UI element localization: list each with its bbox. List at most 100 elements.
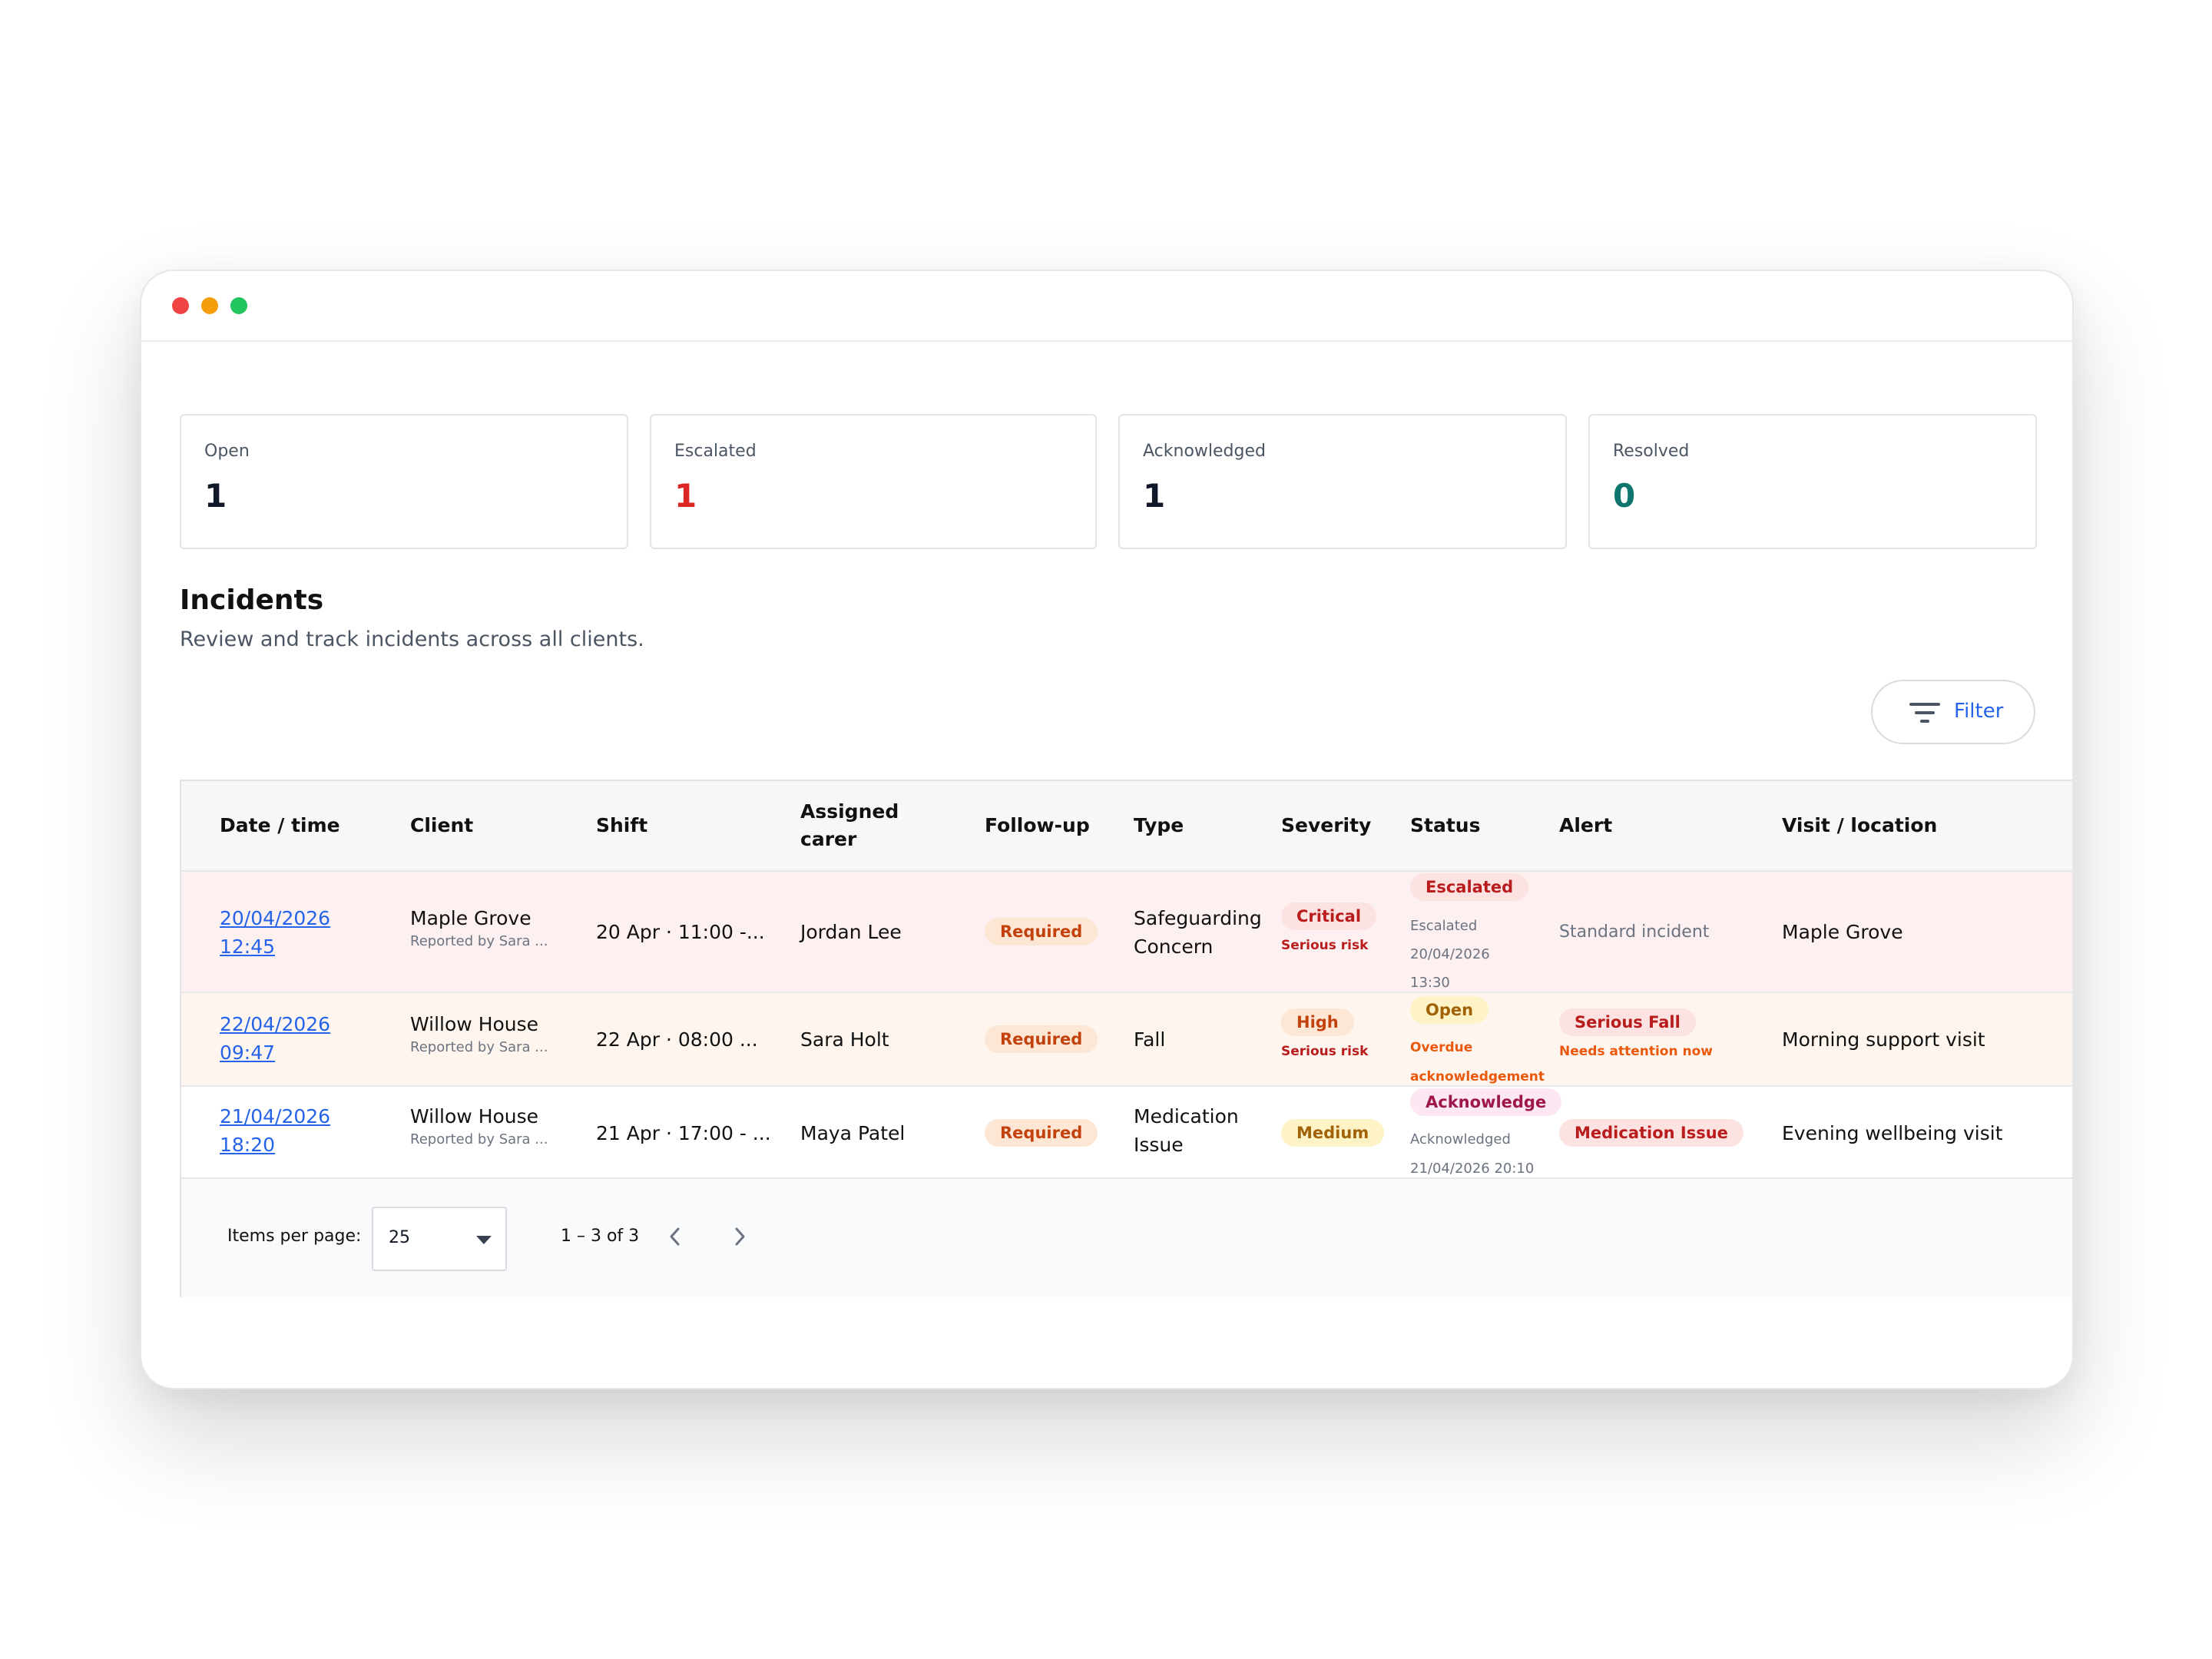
window-titlebar (141, 271, 2072, 342)
incidents-table: Date / time Client Shift Assigned carer … (180, 780, 2072, 1297)
filter-button-label: Filter (1954, 700, 2004, 723)
severity-note: Serious risk (1281, 938, 1369, 953)
status-notes: Acknowledged 21/04/2026 20:10 (1410, 1125, 1534, 1184)
incident-date: 20/04/2026 (220, 907, 331, 929)
table-header: Date / time Client Shift Assigned carer … (181, 781, 2072, 872)
carer-cell: Maya Patel (800, 1122, 906, 1144)
table-row[interactable]: 22/04/2026 09:47 Willow House Reported b… (181, 993, 2072, 1087)
type-line1: Safeguarding (1134, 907, 1262, 929)
column-header-followup[interactable]: Follow-up (985, 814, 1090, 836)
items-per-page-value: 25 (389, 1228, 410, 1247)
severity-badge: Medium (1281, 1119, 1385, 1147)
pagination-bar: Items per page: 25 1 – 3 of 3 (181, 1179, 2072, 1297)
column-header-status[interactable]: Status (1410, 814, 1481, 836)
column-header-carer-line2: carer (800, 828, 857, 850)
caret-down-icon (476, 1236, 492, 1244)
visit-cell: Morning support visit (1782, 1028, 1985, 1051)
stat-label: Acknowledged (1143, 442, 1266, 461)
stat-label: Resolved (1613, 442, 1690, 461)
stat-value: 0 (1613, 477, 1636, 515)
incident-time: 18:20 (220, 1134, 276, 1156)
stat-card-escalated: Escalated 1 (650, 414, 1097, 549)
followup-badge: Required (985, 1025, 1098, 1053)
type-cell: Safeguarding Concern (1134, 904, 1262, 961)
shift-cell: 20 Apr · 11:00 -... (596, 921, 765, 943)
stat-label: Escalated (674, 442, 757, 461)
status-note: Escalated (1410, 918, 1478, 934)
shift-cell: 22 Apr · 08:00 ... (596, 1028, 758, 1051)
app-window: Open 1 Escalated 1 Acknowledged 1 Resolv… (140, 270, 2074, 1389)
status-notes: Overdue acknowledgement (1410, 1033, 1545, 1091)
type-cell: Fall (1134, 1028, 1166, 1051)
carer-cell: Jordan Lee (800, 921, 902, 943)
column-header-visit[interactable]: Visit / location (1782, 814, 1938, 836)
carer-cell: Sara Holt (800, 1028, 889, 1051)
type-line1: Medication (1134, 1105, 1239, 1128)
severity-badge: Critical (1281, 902, 1377, 930)
status-badge: Escalated (1410, 873, 1529, 901)
filter-button[interactable]: Filter (1871, 680, 2035, 744)
column-header-carer[interactable]: Assigned carer (800, 798, 899, 853)
status-note: 20/04/2026 (1410, 946, 1490, 962)
column-header-alert[interactable]: Alert (1559, 814, 1613, 836)
page-subtitle: Review and track incidents across all cl… (180, 628, 644, 651)
status-note: Overdue (1410, 1040, 1473, 1055)
chevron-right-icon[interactable] (728, 1225, 751, 1248)
column-header-type[interactable]: Type (1134, 814, 1184, 836)
status-note: 13:30 (1410, 975, 1450, 991)
close-window-dot[interactable] (172, 297, 189, 314)
chevron-left-icon[interactable] (664, 1225, 687, 1248)
followup-badge: Required (985, 918, 1098, 945)
stat-value: 1 (1143, 477, 1166, 515)
visit-cell: Evening wellbeing visit (1782, 1122, 2003, 1144)
reporter-name: Reported by Sara ... (410, 1039, 548, 1055)
client-name: Willow House (410, 1105, 539, 1128)
client-cell: Maple Grove Reported by Sara ... (410, 904, 548, 951)
severity-note: Serious risk (1281, 1044, 1369, 1059)
column-header-carer-line1: Assigned (800, 800, 899, 823)
reporter-name: Reported by Sara ... (410, 1131, 548, 1147)
status-badge: Open (1410, 996, 1489, 1024)
table-row[interactable]: 21/04/2026 18:20 Willow House Reported b… (181, 1087, 2072, 1179)
type-line2: Concern (1134, 935, 1214, 958)
alert-badge: Serious Fall (1559, 1008, 1696, 1036)
reporter-name: Reported by Sara ... (410, 933, 548, 949)
page-title: Incidents (180, 584, 324, 616)
column-header-datetime[interactable]: Date / time (220, 814, 340, 836)
stat-card-acknowledged: Acknowledged 1 (1118, 414, 1567, 549)
incident-datetime-link[interactable]: 20/04/2026 12:45 (220, 904, 330, 961)
incident-datetime-link[interactable]: 21/04/2026 18:20 (220, 1102, 330, 1159)
type-cell: Medication Issue (1134, 1102, 1239, 1159)
incident-time: 12:45 (220, 935, 276, 958)
incident-date: 22/04/2026 (220, 1013, 331, 1035)
maximize-window-dot[interactable] (230, 297, 247, 314)
client-cell: Willow House Reported by Sara ... (410, 1102, 548, 1149)
column-header-client[interactable]: Client (410, 814, 474, 836)
stat-card-resolved: Resolved 0 (1588, 414, 2037, 549)
stat-value: 1 (204, 477, 227, 515)
status-note: Acknowledged (1410, 1131, 1511, 1147)
stat-label: Open (204, 442, 250, 461)
alert-note: Needs attention now (1559, 1044, 1713, 1059)
alert-badge: Medication Issue (1559, 1119, 1743, 1147)
column-header-shift[interactable]: Shift (596, 814, 648, 836)
status-note: acknowledgement (1410, 1069, 1545, 1084)
column-header-severity[interactable]: Severity (1281, 814, 1372, 836)
status-note: 21/04/2026 20:10 (1410, 1161, 1535, 1177)
client-name: Maple Grove (410, 907, 531, 929)
client-cell: Willow House Reported by Sara ... (410, 1010, 548, 1057)
table-row[interactable]: 20/04/2026 12:45 Maple Grove Reported by… (181, 872, 2072, 993)
visit-cell: Maple Grove (1782, 921, 1903, 943)
client-name: Willow House (410, 1013, 539, 1035)
minimize-window-dot[interactable] (201, 297, 218, 314)
incident-datetime-link[interactable]: 22/04/2026 09:47 (220, 1010, 330, 1067)
filter-lines-icon (1909, 703, 1940, 723)
items-per-page-label: Items per page: (227, 1227, 362, 1246)
followup-badge: Required (985, 1119, 1098, 1147)
pagination-range: 1 – 3 of 3 (561, 1227, 640, 1246)
alert-text: Standard incident (1559, 922, 1710, 942)
shift-cell: 21 Apr · 17:00 - ... (596, 1122, 771, 1144)
status-badge: Acknowledge (1410, 1088, 1562, 1116)
severity-badge: High (1281, 1008, 1354, 1036)
items-per-page-select[interactable]: 25 (372, 1207, 507, 1271)
